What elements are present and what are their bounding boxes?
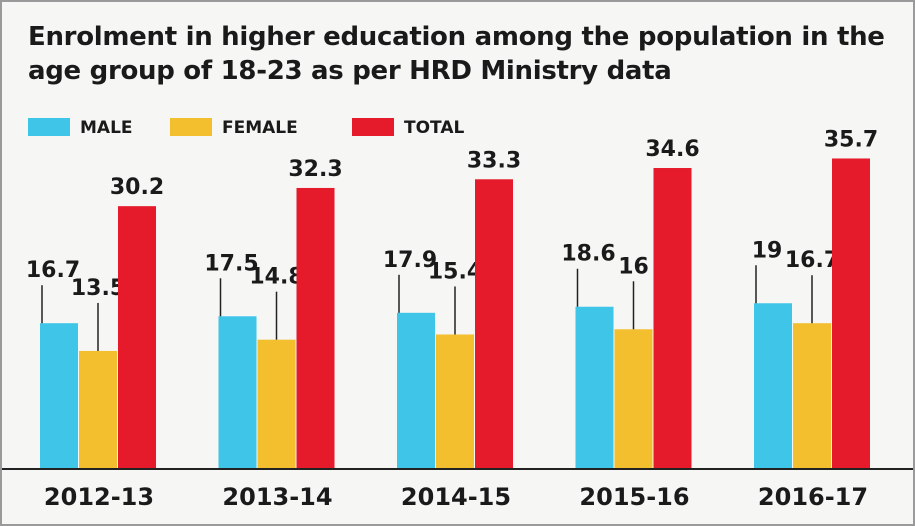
bar	[296, 187, 335, 469]
legend-label: TOTAL	[404, 118, 464, 138]
data-label: 33.3	[467, 148, 521, 173]
data-label: 17.5	[204, 251, 258, 276]
data-label: 30.2	[110, 175, 164, 200]
x-tick-label: 2016-17	[758, 483, 868, 511]
data-label: 16.7	[26, 258, 80, 283]
data-label: 15.4	[428, 259, 482, 284]
bar	[118, 206, 156, 468]
data-label: 14.8	[249, 265, 303, 290]
legend-swatch	[28, 118, 70, 136]
legend-swatch	[170, 118, 212, 136]
legend-label: FEMALE	[222, 118, 298, 138]
data-label: 19	[752, 238, 783, 263]
x-tick-label: 2013-14	[222, 483, 332, 511]
data-label: 13.5	[71, 276, 125, 301]
bar	[79, 350, 117, 468]
bar	[218, 316, 257, 468]
bar	[397, 312, 435, 468]
bar	[793, 323, 831, 468]
bar	[653, 168, 692, 468]
bar	[257, 339, 296, 468]
bar	[754, 303, 792, 468]
x-tick-label: 2015-16	[579, 483, 689, 511]
x-tick-label: 2014-15	[401, 483, 511, 511]
bar	[832, 158, 870, 468]
bar	[475, 179, 513, 468]
data-label: 16	[618, 254, 649, 279]
data-label: 35.7	[824, 127, 878, 152]
data-label: 34.6	[645, 137, 699, 162]
bar	[436, 334, 474, 468]
bar	[40, 323, 78, 468]
legend-swatch	[352, 118, 394, 136]
data-label: 18.6	[561, 242, 615, 267]
legend-label: MALE	[80, 118, 133, 138]
bar	[575, 306, 614, 468]
data-label: 17.9	[383, 248, 437, 273]
x-tick-label: 2012-13	[44, 483, 154, 511]
bar	[614, 329, 653, 468]
data-label: 32.3	[288, 157, 342, 182]
data-label: 16.7	[785, 248, 839, 273]
chart-title: Enrolment in higher education among the …	[28, 22, 885, 86]
